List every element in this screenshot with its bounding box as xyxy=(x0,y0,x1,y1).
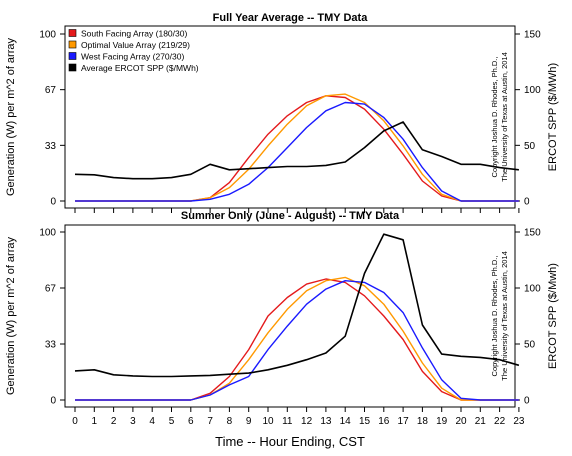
legend-swatch xyxy=(68,29,77,37)
x-tick-label: 9 xyxy=(246,416,252,427)
legend: South Facing Array (180/30) Optimal Value… xyxy=(68,28,199,73)
x-tick-label: 21 xyxy=(475,416,487,427)
y2-tick-label: 150 xyxy=(524,30,541,41)
y2-tick-label: 150 xyxy=(524,228,541,239)
y2-tick-label: 50 xyxy=(524,141,536,152)
y2-tick-label: 50 xyxy=(524,340,536,351)
x-tick-label: 7 xyxy=(207,416,213,427)
y2-tick-label: 0 xyxy=(524,197,530,208)
x-tick-label: 4 xyxy=(149,416,155,427)
x-tick-label: 17 xyxy=(398,416,410,427)
x-tick-label: 0 xyxy=(72,416,78,427)
x-tick-label: 12 xyxy=(301,416,313,427)
y-tick-label: 67 xyxy=(45,85,57,96)
chart-title: Full Year Average -- TMY Data xyxy=(213,12,369,24)
y2-tick-label: 100 xyxy=(524,284,541,295)
y-tick-label: 67 xyxy=(45,283,57,294)
series-line-optimal-value-array-219-29 xyxy=(75,276,519,401)
y-tick-label: 33 xyxy=(45,340,57,351)
chart-panel-2: Summer Only (June - August) -- TMY Data 0… xyxy=(5,210,559,449)
x-tick-label: 11 xyxy=(282,416,293,427)
x-tick-label: 10 xyxy=(262,416,274,427)
y-tick-label: 33 xyxy=(45,141,57,152)
legend-label: South Facing Array (180/30) xyxy=(81,28,187,38)
legend-label: West Facing Array (270/30) xyxy=(81,51,184,61)
x-tick-label: 18 xyxy=(417,416,429,427)
series-line-average-ercot-spp-mwh xyxy=(74,121,519,180)
legend-label: Optimal Value Array (219/29) xyxy=(81,40,190,50)
x-tick-label: 5 xyxy=(169,416,175,427)
copyright-line-2: The University of Texas at Austin, 2014 xyxy=(500,52,509,182)
chart-panel-1: Full Year Average -- TMY Data 0 33 67 100 0 50… xyxy=(5,12,559,213)
series-line-average-ercot-spp-mwh xyxy=(74,233,520,378)
x-tick-label: 8 xyxy=(227,416,233,427)
x-tick-label: 14 xyxy=(340,416,352,427)
y2-axis-label: ERCOT SPP ($/Mwh) xyxy=(547,263,559,369)
y-tick-label: 100 xyxy=(39,228,56,239)
legend-swatch xyxy=(68,52,77,60)
y-tick-label: 0 xyxy=(50,396,56,407)
series-line-west-facing-array-270-30 xyxy=(75,280,519,401)
legend-swatch xyxy=(68,63,77,72)
x-axis-label: Time -- Hour Ending, CST xyxy=(215,434,365,449)
x-tick-label: 6 xyxy=(188,416,194,427)
y-tick-label: 0 xyxy=(50,197,56,208)
plot-frame xyxy=(64,224,516,408)
y2-axis-label: ERCOT SPP ($/MWh) xyxy=(547,63,559,171)
series-line-optimal-value-array-219-29 xyxy=(75,93,519,202)
legend-swatch xyxy=(68,40,77,49)
x-tick-label: 1 xyxy=(92,416,98,427)
y-tick-label: 100 xyxy=(39,30,56,41)
y2-tick-label: 100 xyxy=(524,85,541,96)
x-tick-label: 20 xyxy=(455,416,467,427)
chart-title: Summer Only (June - August) -- TMY Data xyxy=(181,210,400,222)
x-tick-label: 23 xyxy=(513,416,525,427)
y-axis-label: Generation (W) per m^2 of array xyxy=(5,38,17,196)
copyright-line-1: Copyright Joshua D. Rhodes, Ph.D., xyxy=(490,57,499,178)
copyright-line-2: The University of Texas at Austin, 2014 xyxy=(500,251,509,381)
y-axis-label: Generation (W) per m^2 of array xyxy=(5,237,17,395)
y2-tick-label: 0 xyxy=(524,396,530,407)
x-tick-label: 2 xyxy=(111,416,117,427)
x-tick-label: 16 xyxy=(378,416,390,427)
series-line-south-facing-array-180-30 xyxy=(75,278,519,401)
plot-frame xyxy=(64,25,516,209)
x-tick-label: 3 xyxy=(130,416,136,427)
legend-label: Average ERCOT SPP ($/MWh) xyxy=(81,63,199,73)
series-line-south-facing-array-180-30 xyxy=(75,95,519,202)
x-tick-label: 22 xyxy=(494,416,506,427)
x-tick-label: 13 xyxy=(320,416,332,427)
series-line-west-facing-array-270-30 xyxy=(75,101,519,202)
x-tick-label: 15 xyxy=(359,416,371,427)
copyright-line-1: Copyright Joshua D. Rhodes, Ph.D., xyxy=(490,256,499,377)
x-tick-label: 19 xyxy=(436,416,448,427)
